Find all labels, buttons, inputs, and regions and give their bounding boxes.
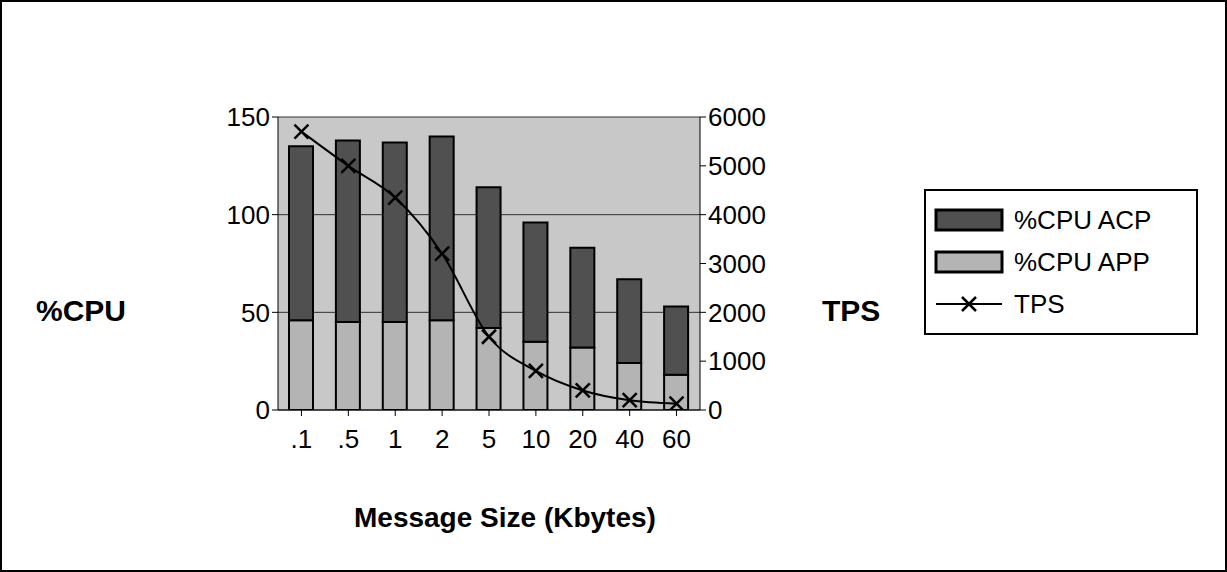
svg-text:3000: 3000 — [708, 249, 766, 279]
svg-text:.5: .5 — [337, 424, 359, 454]
svg-text:40: 40 — [615, 424, 644, 454]
svg-text:5: 5 — [482, 424, 496, 454]
html-text:TPS: TPS — [1014, 288, 1065, 319]
html-text:TPS: TPS — [822, 294, 881, 327]
svg-text:6000: 6000 — [708, 102, 766, 132]
svg-text:20: 20 — [568, 424, 597, 454]
svg-text:50: 50 — [241, 298, 270, 328]
html-text:%CPU APP: %CPU APP — [1014, 246, 1150, 277]
svg-text:60: 60 — [662, 424, 691, 454]
html-text:%CPU ACP: %CPU ACP — [1014, 204, 1152, 235]
svg-text:150: 150 — [227, 102, 270, 132]
html-text:%CPU: %CPU — [36, 294, 126, 327]
svg-text:0: 0 — [256, 395, 270, 425]
svg-text:.1: .1 — [291, 424, 313, 454]
svg-text:1000: 1000 — [708, 346, 766, 376]
html-text:Message Size (Kbytes): Message Size (Kbytes) — [354, 502, 656, 533]
svg-text:4000: 4000 — [708, 200, 766, 230]
svg-text:2000: 2000 — [708, 298, 766, 328]
svg-text:1: 1 — [388, 424, 402, 454]
svg-text:10: 10 — [521, 424, 550, 454]
svg-text:0: 0 — [708, 395, 722, 425]
svg-text:5000: 5000 — [708, 151, 766, 181]
svg-text:2: 2 — [435, 424, 449, 454]
svg-text:100: 100 — [227, 200, 270, 230]
